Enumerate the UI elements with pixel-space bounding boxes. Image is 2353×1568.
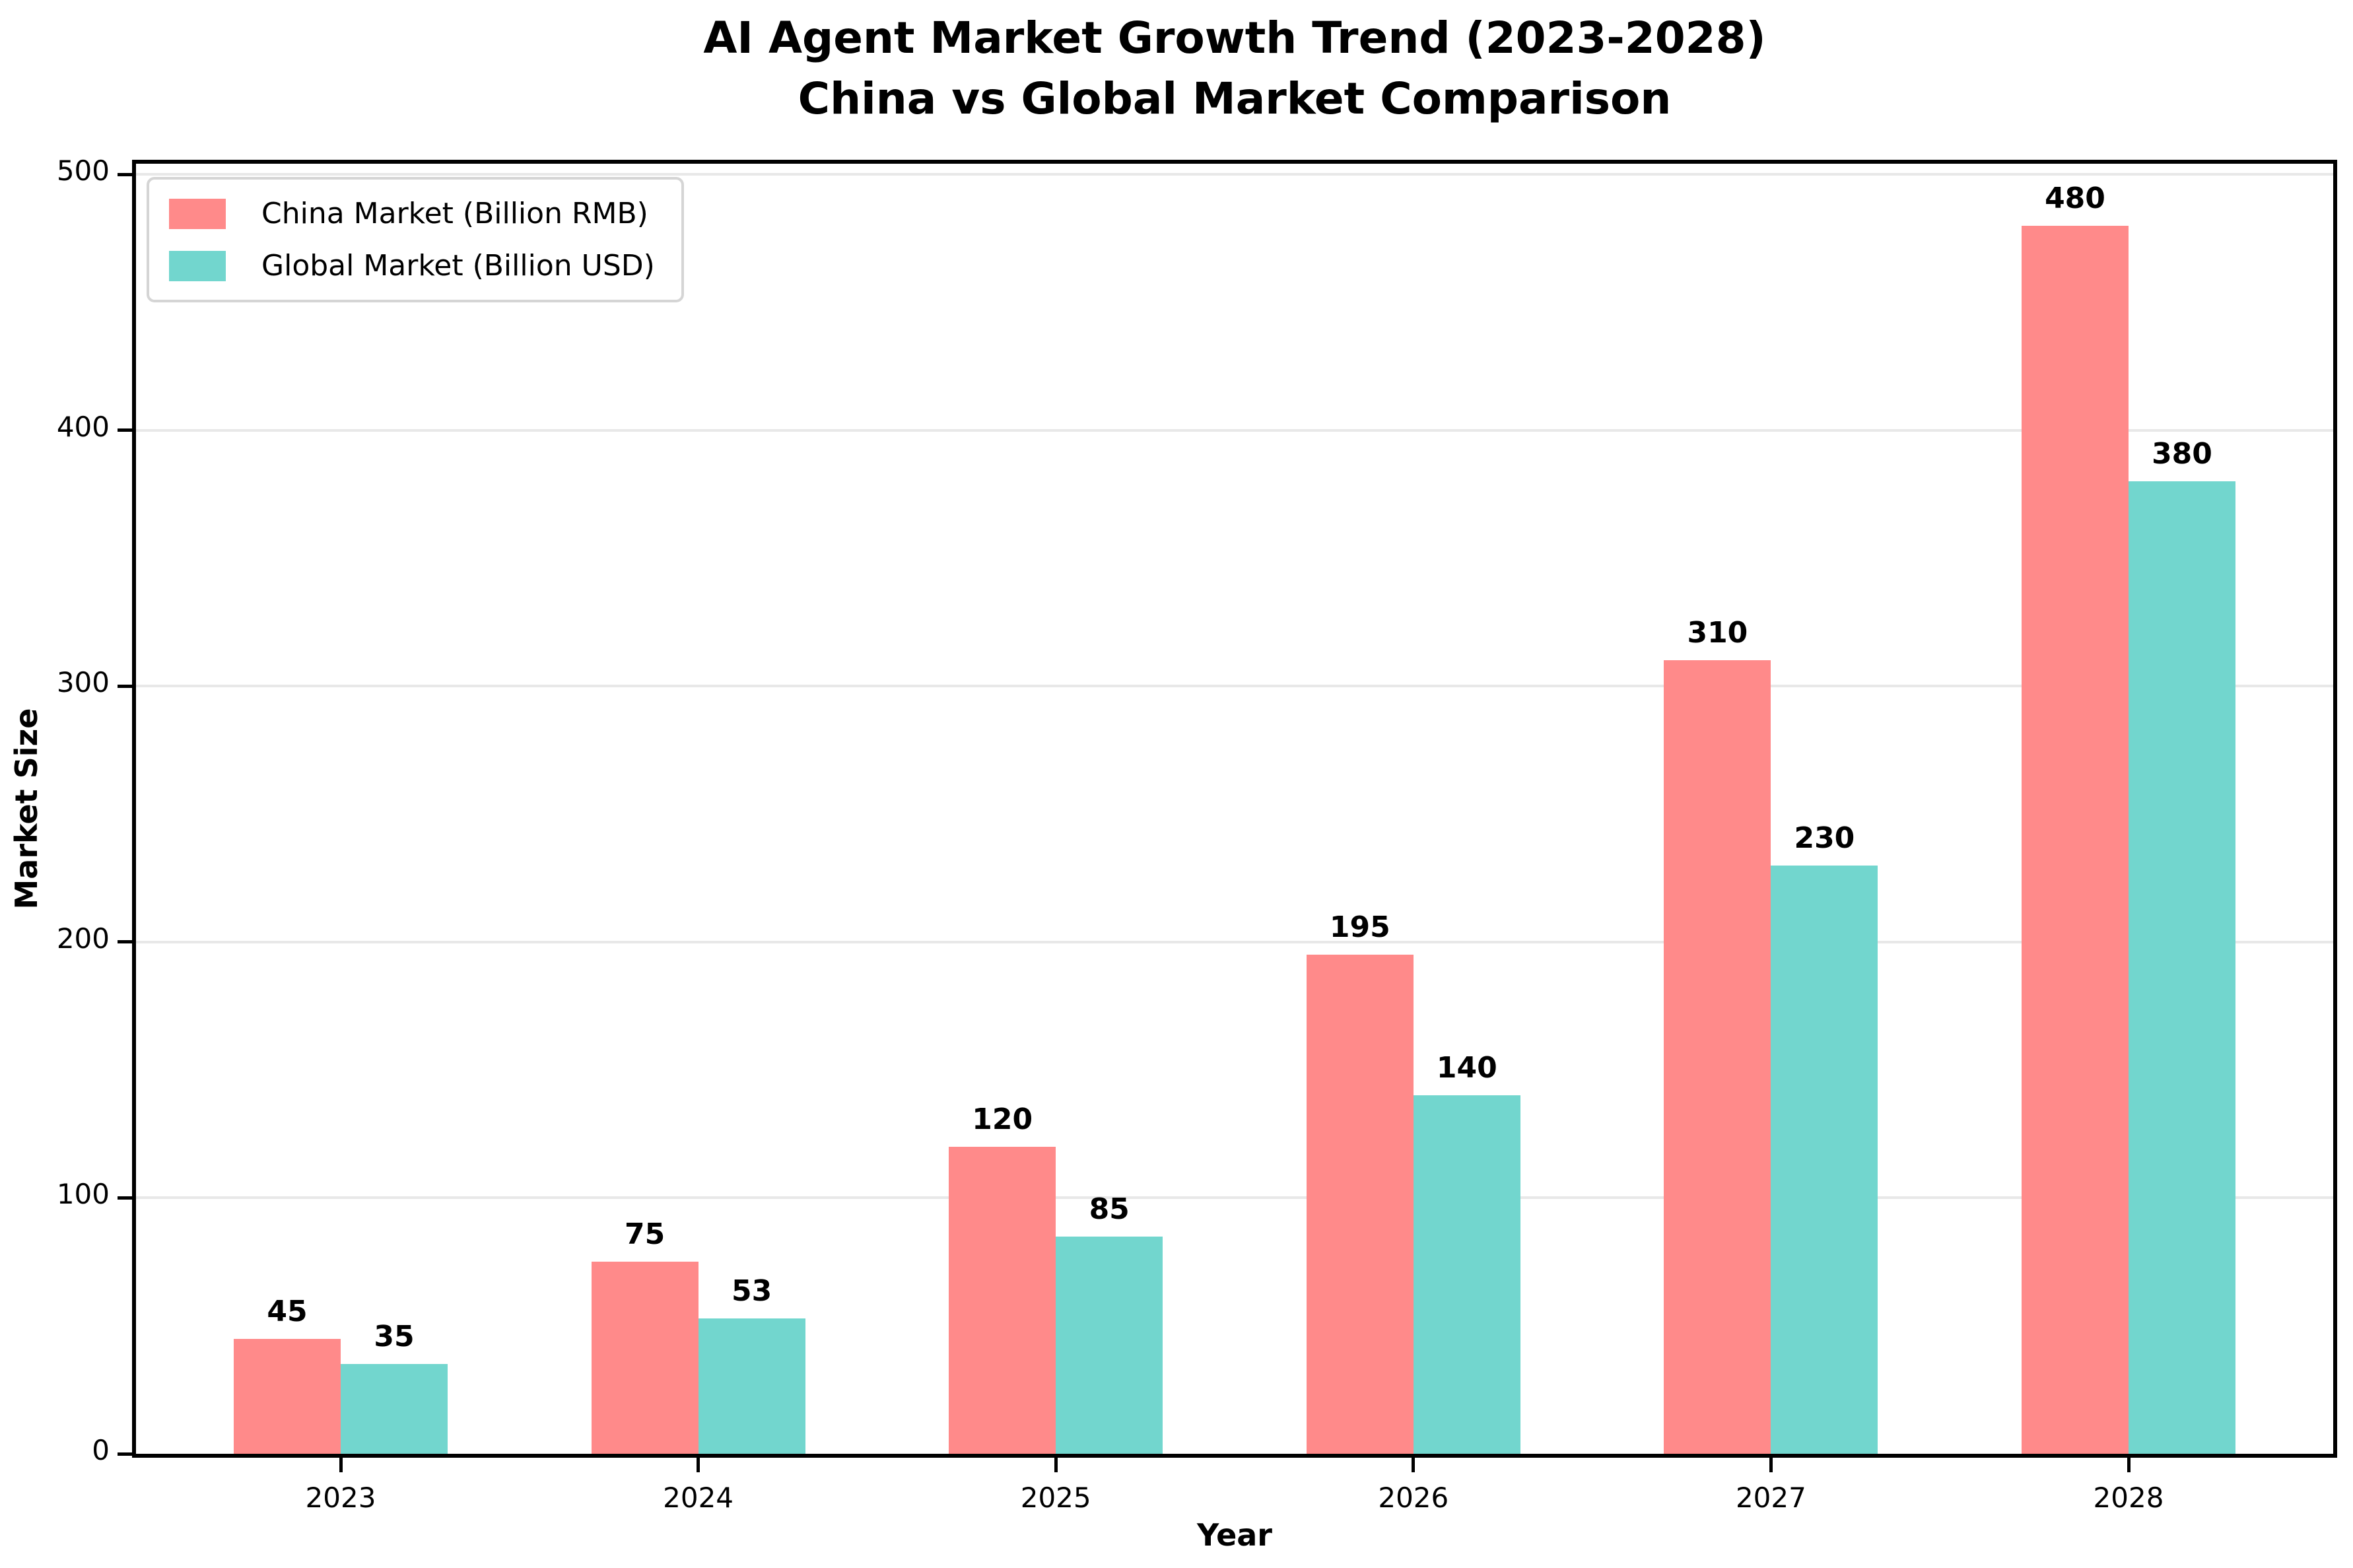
bar-global-2023 xyxy=(341,1364,448,1454)
chart-title-line1: AI Agent Market Growth Trend (2023-2028) xyxy=(703,13,1766,63)
legend-label-china: China Market (Billion RMB) xyxy=(261,197,648,230)
legend-label-global: Global Market (Billion USD) xyxy=(261,249,655,283)
legend-item-china: China Market (Billion RMB) xyxy=(169,197,655,230)
y-tick-100 xyxy=(118,1196,132,1200)
y-tick-300 xyxy=(118,684,132,688)
y-axis-label: Market Size xyxy=(9,708,44,910)
gridline-300 xyxy=(136,685,2333,688)
x-tick-2025 xyxy=(1054,1458,1058,1472)
value-label-global-2027: 230 xyxy=(1794,821,1855,855)
x-tick-label-2026: 2026 xyxy=(1378,1482,1449,1514)
y-tick-200 xyxy=(118,940,132,944)
gridline-500 xyxy=(136,173,2333,176)
value-label-china-2026: 195 xyxy=(1329,910,1390,945)
legend: China Market (Billion RMB) Global Market … xyxy=(147,177,684,302)
bar-global-2028 xyxy=(2129,481,2235,1454)
gridline-200 xyxy=(136,940,2333,943)
legend-swatch-china xyxy=(169,198,226,229)
value-label-china-2028: 480 xyxy=(2045,181,2105,215)
x-tick-label-2024: 2024 xyxy=(663,1482,734,1514)
bar-china-2028 xyxy=(2022,225,2129,1454)
y-tick-label-200: 200 xyxy=(56,922,110,955)
bar-china-2026 xyxy=(1306,955,1414,1454)
x-tick-label-2027: 2027 xyxy=(1735,1482,1806,1514)
y-tick-label-400: 400 xyxy=(56,410,110,443)
y-tick-label-300: 300 xyxy=(56,666,110,699)
bar-china-2024 xyxy=(591,1262,699,1454)
bar-china-2027 xyxy=(1664,660,1771,1454)
x-tick-2026 xyxy=(1412,1458,1415,1472)
chart-title: AI Agent Market Growth Trend (2023-2028)… xyxy=(132,8,2337,130)
value-label-global-2025: 85 xyxy=(1089,1192,1130,1226)
value-label-global-2028: 380 xyxy=(2152,437,2212,471)
bar-china-2023 xyxy=(234,1338,341,1454)
legend-item-global: Global Market (Billion USD) xyxy=(169,249,655,283)
chart-title-line2: China vs Global Market Comparison xyxy=(798,73,1672,125)
y-tick-400 xyxy=(118,428,132,432)
x-tick-label-2023: 2023 xyxy=(305,1482,376,1514)
y-tick-0 xyxy=(118,1452,132,1456)
value-label-china-2024: 75 xyxy=(624,1217,665,1252)
y-tick-500 xyxy=(118,172,132,176)
value-label-global-2023: 35 xyxy=(374,1320,415,1354)
y-tick-label-0: 0 xyxy=(92,1434,110,1466)
x-tick-2028 xyxy=(2127,1458,2131,1472)
bar-global-2025 xyxy=(1056,1236,1163,1454)
bar-global-2027 xyxy=(1771,865,1878,1454)
value-label-china-2027: 310 xyxy=(1687,616,1748,650)
plot-area: 45 35 75 53 120 85 195 140 310 230 480 380 China Ma… xyxy=(132,160,2337,1458)
x-axis-label: Year xyxy=(1196,1517,1272,1553)
x-tick-label-2028: 2028 xyxy=(2093,1482,2164,1514)
legend-swatch-global xyxy=(169,250,226,281)
bar-china-2025 xyxy=(949,1146,1056,1454)
gridline-100 xyxy=(136,1196,2333,1200)
gridline-400 xyxy=(136,428,2333,432)
plot-inner: 45 35 75 53 120 85 195 140 310 230 480 380 China Ma… xyxy=(136,164,2333,1454)
x-tick-label-2025: 2025 xyxy=(1020,1482,1091,1514)
value-label-global-2026: 140 xyxy=(1436,1051,1497,1085)
x-tick-2024 xyxy=(697,1458,700,1472)
x-tick-2027 xyxy=(1769,1458,1773,1472)
y-tick-label-500: 500 xyxy=(56,154,110,187)
value-label-china-2025: 120 xyxy=(972,1102,1033,1136)
y-tick-label-100: 100 xyxy=(56,1178,110,1211)
x-tick-2023 xyxy=(339,1458,343,1472)
bar-global-2026 xyxy=(1413,1095,1520,1454)
value-label-global-2024: 53 xyxy=(731,1274,772,1308)
value-label-china-2023: 45 xyxy=(267,1294,308,1328)
bar-global-2024 xyxy=(698,1318,805,1454)
